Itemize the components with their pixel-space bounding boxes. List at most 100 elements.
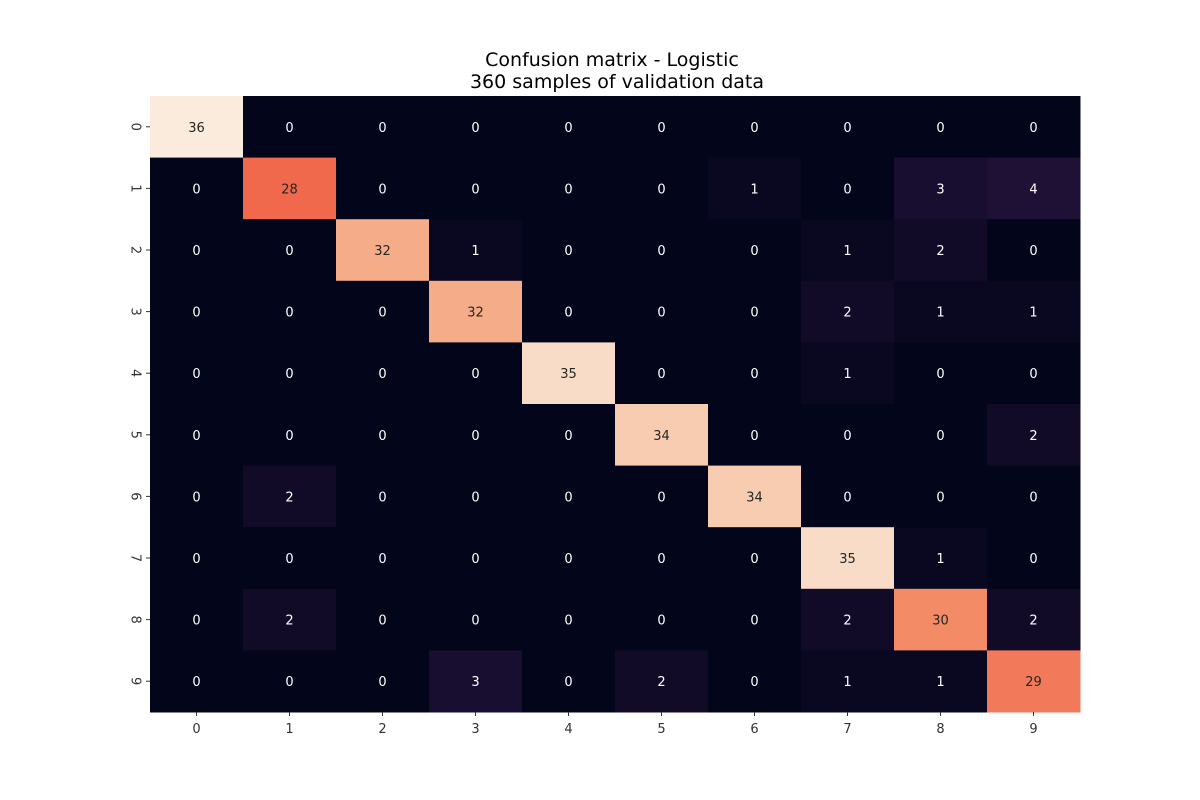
heatmap-cell-r8-c5 [615, 588, 709, 651]
cell-label-r6-c2: 0 [378, 490, 386, 505]
heatmap-cell-r2-c0 [150, 219, 244, 282]
heatmap-cell-r8-c7 [801, 588, 895, 651]
heatmap-cell-r1-c2 [336, 157, 430, 220]
cell-label-r6-c6: 34 [746, 490, 763, 505]
chart-title-line-1: Confusion matrix - Logistic [485, 49, 739, 71]
heatmap-cell-r5-c6 [708, 404, 802, 467]
cell-label-r7-c3: 0 [471, 552, 479, 567]
cell-label-r4-c2: 0 [378, 367, 386, 382]
cell-label-r3-c3: 32 [467, 306, 484, 321]
cell-label-r7-c6: 0 [750, 552, 758, 567]
heatmap-cell-r6-c0 [150, 465, 244, 528]
heatmap-cell-r6-c9 [987, 465, 1081, 528]
cell-label-r5-c5: 34 [653, 429, 670, 444]
heatmap-cell-r5-c2 [336, 404, 430, 467]
cell-label-r4-c9: 0 [1029, 367, 1037, 382]
cell-label-r6-c3: 0 [471, 490, 479, 505]
y-tick-label-6: 6 [128, 492, 143, 500]
cell-label-r6-c1: 2 [285, 490, 293, 505]
cell-label-r4-c8: 0 [936, 367, 944, 382]
x-axis: 0 1 2 3 4 5 6 7 8 9 [192, 712, 1038, 737]
cell-label-r5-c9: 2 [1029, 429, 1037, 444]
y-tick-label-0: 0 [128, 123, 143, 131]
cell-label-r6-c5: 0 [657, 490, 665, 505]
cell-label-r4-c7: 1 [843, 367, 851, 382]
heatmap-cell-r8-c6 [708, 588, 802, 651]
heatmap-cell-r6-c8 [894, 465, 988, 528]
cell-label-r2-c5: 0 [657, 244, 665, 259]
cell-label-r8-c8: 30 [932, 614, 949, 629]
cell-label-r0-c5: 0 [657, 121, 665, 136]
cell-label-r1-c1: 28 [281, 182, 298, 197]
heatmap-cell-r7-c5 [615, 527, 709, 590]
heatmap-cell-r9-c9 [987, 650, 1081, 713]
heatmap-cell-r3-c4 [522, 280, 616, 343]
x-tick-label-5: 5 [657, 722, 665, 737]
heatmap-cell-r0-c6 [708, 96, 802, 159]
heatmap-cell-r0-c0 [150, 96, 244, 159]
cell-label-r3-c9: 1 [1029, 306, 1037, 321]
cell-label-r3-c0: 0 [192, 306, 200, 321]
heatmap-cell-r9-c8 [894, 650, 988, 713]
cell-label-r4-c1: 0 [285, 367, 293, 382]
heatmap-cell-r0-c8 [894, 96, 988, 159]
cell-label-r2-c9: 0 [1029, 244, 1037, 259]
y-tick-label-3: 3 [128, 307, 143, 315]
cell-label-r8-c3: 0 [471, 614, 479, 629]
heatmap-cell-r4-c3 [429, 342, 523, 405]
heatmap-cell-r7-c4 [522, 527, 616, 590]
heatmap-cell-r6-c3 [429, 465, 523, 528]
heatmap-cell-r5-c7 [801, 404, 895, 467]
y-tick-label-5: 5 [128, 431, 143, 439]
x-tick-label-9: 9 [1029, 722, 1037, 737]
cell-label-r2-c7: 1 [843, 244, 851, 259]
cell-label-r7-c1: 0 [285, 552, 293, 567]
cell-label-r2-c4: 0 [564, 244, 572, 259]
heatmap-cell-r3-c6 [708, 280, 802, 343]
heatmap-cell-r6-c4 [522, 465, 616, 528]
y-tick-label-1: 1 [128, 184, 143, 192]
heatmap-cell-r1-c7 [801, 157, 895, 220]
y-tick-label-4: 4 [128, 369, 143, 377]
heatmap-cell-r3-c2 [336, 280, 430, 343]
cell-label-r0-c4: 0 [564, 121, 572, 136]
x-tick-label-0: 0 [192, 722, 200, 737]
cell-label-r2-c2: 32 [374, 244, 391, 259]
cell-label-r9-c9: 29 [1025, 675, 1042, 690]
cell-label-r3-c6: 0 [750, 306, 758, 321]
cell-label-r4-c4: 35 [560, 367, 577, 382]
cell-label-r8-c0: 0 [192, 614, 200, 629]
x-tick-label-4: 4 [564, 722, 572, 737]
x-tick-label-6: 6 [750, 722, 758, 737]
y-tick-label-2: 2 [128, 246, 143, 254]
heatmap-cell-r9-c2 [336, 650, 430, 713]
cell-label-r2-c0: 0 [192, 244, 200, 259]
cell-label-r8-c7: 2 [843, 614, 851, 629]
heatmap-cell-r7-c3 [429, 527, 523, 590]
cell-label-r7-c2: 0 [378, 552, 386, 567]
cell-label-r4-c6: 0 [750, 367, 758, 382]
heatmap-cell-r4-c8 [894, 342, 988, 405]
x-tick-label-2: 2 [378, 722, 386, 737]
y-tick-label-9: 9 [128, 677, 143, 685]
cell-label-r5-c0: 0 [192, 429, 200, 444]
heatmap-cell-r6-c1 [243, 465, 337, 528]
cell-label-r2-c3: 1 [471, 244, 479, 259]
cell-label-r3-c1: 0 [285, 306, 293, 321]
heatmap-cell-r8-c1 [243, 588, 337, 651]
cell-label-r6-c4: 0 [564, 490, 572, 505]
cell-label-r3-c5: 0 [657, 306, 665, 321]
cell-label-r0-c8: 0 [936, 121, 944, 136]
heatmap-cell-r1-c5 [615, 157, 709, 220]
heatmap-cell-r5-c5 [615, 404, 709, 467]
heatmap-cell-r1-c4 [522, 157, 616, 220]
x-tick-label-8: 8 [936, 722, 944, 737]
heatmap-cell-r2-c3 [429, 219, 523, 282]
heatmap-cell-r3-c3 [429, 280, 523, 343]
cell-label-r1-c8: 3 [936, 182, 944, 197]
heatmap-cell-r4-c0 [150, 342, 244, 405]
y-tick-label-7: 7 [128, 554, 143, 562]
heatmap-cell-r3-c0 [150, 280, 244, 343]
heatmap-cell-r7-c7 [801, 527, 895, 590]
heatmap-cell-r5-c0 [150, 404, 244, 467]
